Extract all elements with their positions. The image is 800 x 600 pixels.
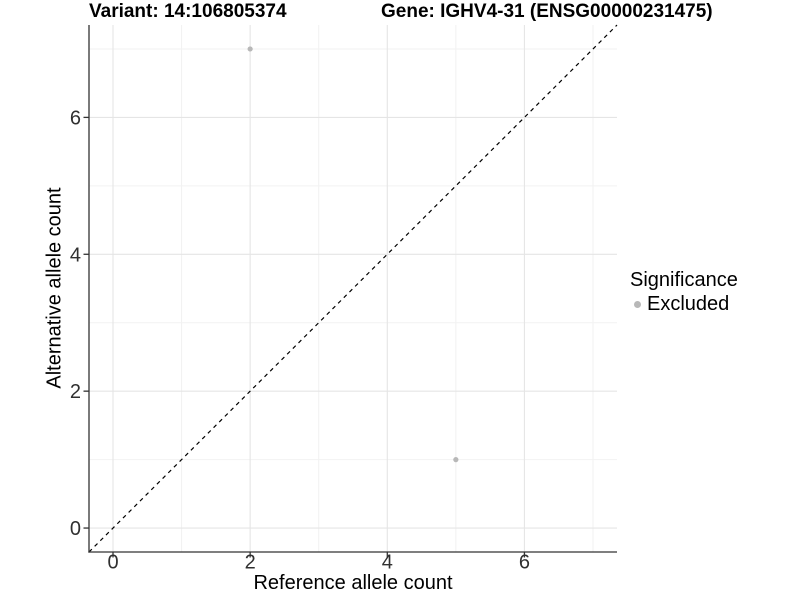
legend-item-label: Excluded [647,293,730,315]
y-tick-label: 4 [70,244,81,266]
identity-line [88,24,618,553]
y-tick-label: 2 [70,381,81,403]
x-tick-label: 6 [519,552,530,574]
legend: Significance Excluded [630,269,738,315]
legend-item-excluded: Excluded [630,293,738,315]
data-point [247,46,253,52]
x-tick-label: 0 [107,552,118,574]
x-tick-label: 4 [382,552,393,574]
legend-title: Significance [630,269,738,291]
y-tick-label: 0 [70,518,81,540]
plot-title-gene: Gene: IGHV4-31 (ENSG00000231475) [381,1,713,22]
y-axis-title: Alternative allele count [43,187,66,389]
excluded-point-marker-icon [634,300,641,308]
data-point [453,457,459,463]
y-tick-label: 6 [70,107,81,129]
x-axis-title: Reference allele count [253,572,453,594]
plot-title-variant: Variant: 14:106805374 [89,1,287,22]
x-tick-label: 2 [245,552,256,574]
